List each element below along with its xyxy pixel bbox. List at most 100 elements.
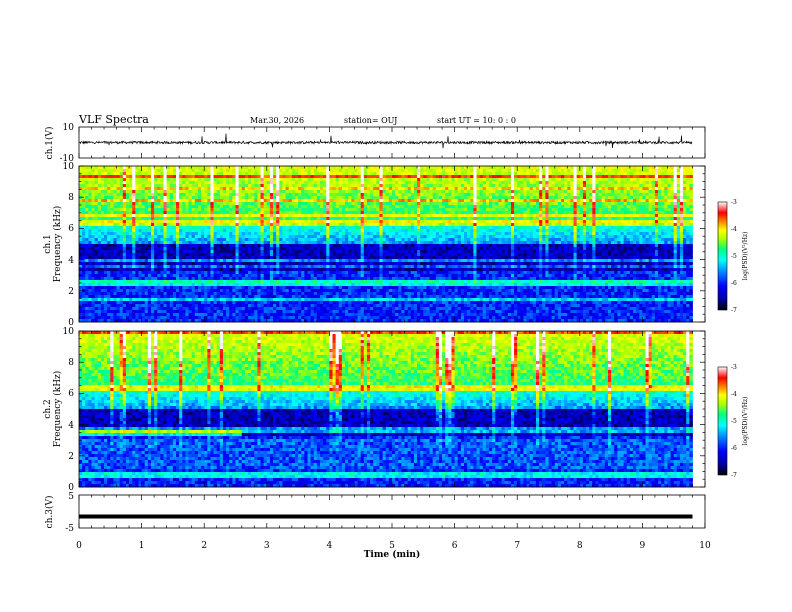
spectrogram-cell [329,274,333,278]
spectrogram-cell [129,289,133,293]
spectrogram-cell [129,253,133,257]
spectrogram-cell [351,178,355,182]
spectrogram-cell [279,211,283,215]
spectrogram-cell [104,280,108,284]
spectrogram-cell [254,259,258,263]
spectrogram-cell [304,271,308,275]
spectrogram-cell [85,226,89,230]
spectrogram-cell [172,220,177,224]
spectrogram-cell [144,250,149,254]
spectrogram-cell [82,211,86,215]
spectrogram-cell [241,277,246,281]
spectrogram-cell [166,214,171,218]
spectrogram-cell [194,277,199,281]
spectrogram-cell [232,169,236,173]
spectrogram-cell [357,280,362,284]
spectrogram-cell [257,223,261,227]
spectrogram-cell [116,169,121,173]
spectrogram-cell [113,265,117,269]
spectrogram-cell [260,181,265,185]
spectrogram-cell [282,205,286,209]
spectrogram-cell [304,166,308,170]
spectrogram-cell [163,259,168,263]
spectrogram-cell [182,313,186,317]
spectrogram-cell [94,196,99,200]
spectrogram-cell [163,250,168,254]
spectrogram-cell [138,313,142,317]
spectrogram-cell [373,259,377,263]
spectrogram-cell [244,283,249,287]
spectrogram-cell [135,289,139,293]
spectrogram-cell [119,220,124,224]
spectrogram-cell [113,217,117,221]
spectrogram-cell [135,271,139,275]
spectrogram-cell [172,316,177,320]
spectrogram-cell [357,193,362,197]
spectrogram-cell [113,166,117,170]
spectrogram-cell [257,172,261,176]
date-label: Mar.30, 2026 [250,116,304,125]
spectrogram-cell [100,316,105,320]
spectrogram-cell [97,256,102,260]
spectrogram-cell [132,226,136,230]
spectrogram-cell [166,169,171,173]
spectrogram-cell [169,268,174,272]
spectrogram-cell [94,217,99,221]
spectrogram-cell [122,217,127,221]
spectrogram-cell [191,289,196,293]
spectrogram-cell [147,187,152,191]
spectrogram-cell [313,205,318,209]
spectrogram-cell [144,241,149,245]
spectrogram-cell [213,202,218,206]
spectrogram-cell [269,232,274,236]
spectrogram-cell [285,310,290,314]
spectrogram-cell [166,265,171,269]
spectrogram-cell [345,193,349,197]
spectrogram-cell [222,229,227,233]
spectrogram-cell [179,304,183,308]
spectrogram-cell [229,217,233,221]
spectrogram-cell [213,199,218,203]
spectrogram-cell [169,319,174,323]
spectrogram-cell [232,280,236,284]
spectrogram-cell [160,208,164,212]
spectrogram-cell [107,280,111,284]
spectrogram-cell [194,235,199,239]
spectrogram-cell [376,214,380,218]
spectrogram-cell [345,217,349,221]
spectrogram-cell [298,301,302,305]
spectrogram-cell [113,196,117,200]
spectrogram-cell [291,253,296,257]
spectrogram-cell [79,205,83,209]
spectrogram-cell [338,223,343,227]
spectrogram-cell [244,271,249,275]
spectrogram-cell [335,196,340,200]
spectrogram-cell [341,187,346,191]
spectrogram-cell [351,232,355,236]
spectrogram-cell [226,187,230,191]
spectrogram-cell [360,319,365,323]
spectrogram-cell [329,214,333,218]
spectrogram-cell [251,208,255,212]
spectrogram-cell [166,271,171,275]
spectrogram-cell [204,181,208,185]
spectrogram-cell [185,235,189,239]
spectrogram-cell [323,169,327,173]
spectrogram-cell [191,256,196,260]
spectrogram-cell [138,208,142,212]
spectrogram-cell [310,187,315,191]
spectrogram-cell [150,301,155,305]
spectrogram-cell [197,196,202,200]
spectrogram-cell [254,247,258,251]
spectrogram-cell [160,223,164,227]
spectrogram-cell [197,310,202,314]
spectrogram-cell [307,271,312,275]
spectrogram-cell [91,292,96,296]
spectrogram-cell [273,190,277,194]
spectrogram-cell [251,319,255,323]
spectrogram-cell [329,229,333,233]
spectrogram-cell [323,301,327,305]
spectrogram-cell [207,205,211,209]
spectrogram-cell [301,202,305,206]
spectrogram-cell [263,265,268,269]
